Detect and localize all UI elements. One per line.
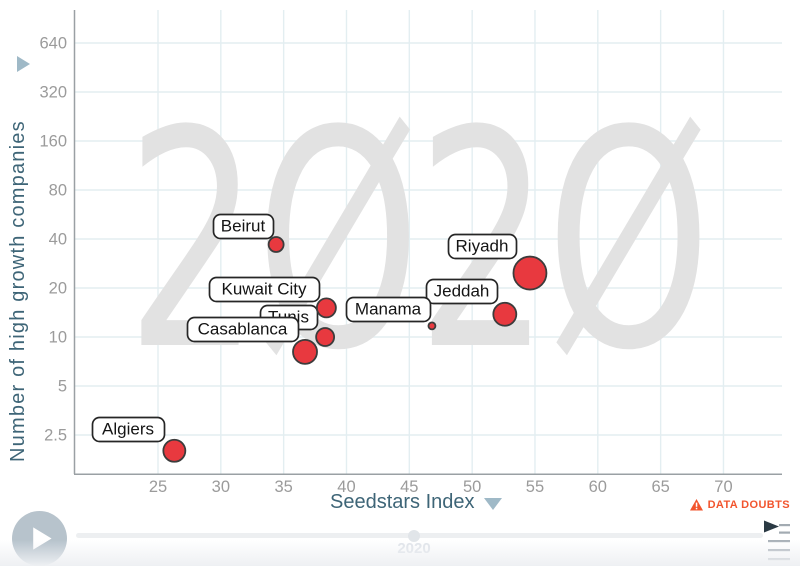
bubble-beirut[interactable] [267,236,285,253]
city-label-box [91,416,166,443]
bubble-tunis[interactable] [315,327,336,347]
x-tick-label: 70 [714,478,732,496]
y-tick-label: 5 [58,378,67,396]
bubble-algiers[interactable] [162,438,187,463]
city-label-text: Kuwait City [221,280,307,299]
city-label-box [447,233,518,260]
x-tick-label: 55 [526,478,544,496]
data-doubts-button[interactable]: DATA DOUBTS [689,499,790,511]
y-tick-label: 40 [49,231,67,249]
speed-control-icon[interactable] [760,518,792,564]
x-tick-label: 65 [651,478,669,496]
city-label-text: Beirut [221,217,266,236]
city-label-algiers[interactable]: Algiers [91,416,166,443]
city-label-box [345,296,432,323]
y-axis-title[interactable]: Number of high growth companies [7,120,29,462]
x-tick-label: 60 [589,478,607,496]
city-label-jeddah[interactable]: Jeddah [425,278,499,305]
y-tick-label: 20 [49,280,67,298]
y-tick-label: 640 [39,35,67,53]
x-axis-dropdown-icon [483,498,502,510]
city-label-box [425,278,499,305]
y-tick-label: 2.5 [44,427,67,445]
x-tick-label: 30 [212,478,230,496]
x-tick-label: 35 [274,478,292,496]
city-label-text: Algiers [102,420,154,439]
play-button[interactable] [12,511,67,566]
city-label-text: Jeddah [434,282,490,301]
data-doubts-label: DATA DOUBTS [707,499,790,511]
y-axis-dropdown-icon [17,56,30,72]
y-tick-label: 320 [39,84,67,102]
city-label-box [212,213,275,240]
play-icon [33,527,52,550]
bubble-riyadh[interactable] [512,255,548,291]
timeline-year-label: 2020 [397,540,431,557]
city-label-kuwait-city[interactable]: Kuwait City [208,276,321,303]
x-tick-label: 40 [337,478,355,496]
bubble-jeddah[interactable] [492,301,518,327]
bubble-manama[interactable] [427,321,437,331]
city-label-text: Casablanca [198,320,288,339]
x-axis-title-label: Seedstars Index [330,491,475,513]
y-tick-label: 160 [39,133,67,151]
city-label-text: Manama [355,300,422,319]
x-tick-label: 25 [149,478,167,496]
city-label-beirut[interactable]: Beirut [212,213,275,240]
timeline-slider-handle[interactable] [408,530,420,542]
bubble-kuwait-city[interactable] [315,297,337,319]
bubble-casablanca[interactable] [292,338,318,365]
warning-icon [689,499,703,511]
y-tick-label: 80 [49,182,67,200]
x-axis-title[interactable]: Seedstars Index [330,491,502,514]
y-tick-label: 10 [49,329,67,347]
city-label-casablanca[interactable]: Casablanca [186,316,300,343]
city-label-manama[interactable]: Manama [345,296,432,323]
year-watermark: 2Ø2Ø [126,68,707,417]
city-label-riyadh[interactable]: Riyadh [447,233,518,260]
x-tick-label: 45 [400,478,418,496]
x-tick-label: 50 [463,478,481,496]
city-label-text: Riyadh [456,237,509,256]
city-label-box [186,316,300,343]
city-label-box [208,276,321,303]
